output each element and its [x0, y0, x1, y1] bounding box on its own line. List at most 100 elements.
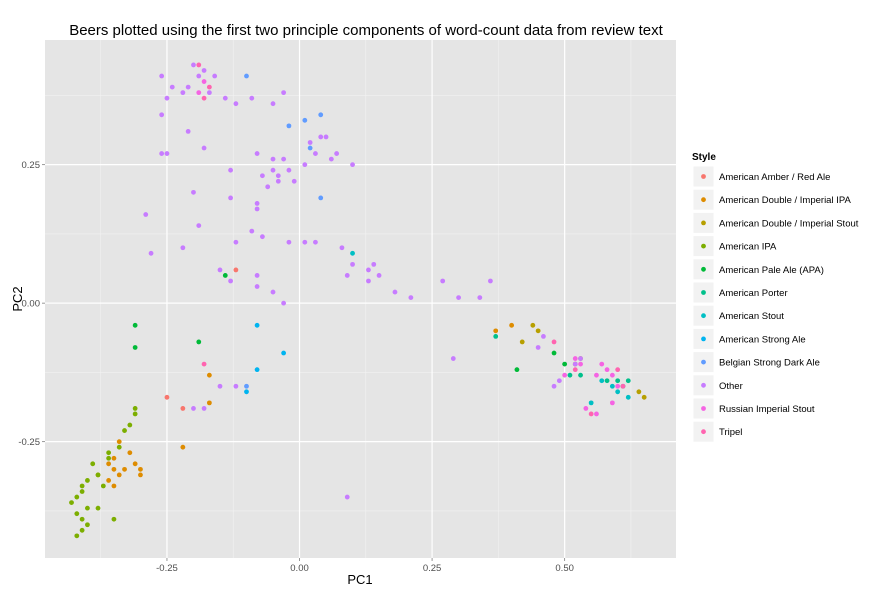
point-other	[148, 250, 154, 256]
point-american-double-imperial-ipa	[138, 466, 143, 472]
point-american-ipa	[74, 511, 80, 517]
point-american-pale-ale-apa	[132, 322, 138, 328]
point-other	[265, 184, 271, 190]
legend-swatch-american-strong-ale	[701, 336, 706, 342]
point-american-pale-ale-apa	[132, 345, 138, 350]
point-american-double-imperial-ipa	[132, 461, 138, 467]
legend-label-american-amber-red-ale: American Amber / Red Ale	[719, 172, 830, 183]
point-american-porter	[604, 378, 610, 384]
point-american-ipa	[85, 478, 90, 483]
point-other	[275, 173, 281, 179]
point-other	[286, 167, 292, 173]
point-russian-imperial-stout	[609, 372, 615, 378]
point-american-porter	[625, 378, 631, 384]
point-tripel	[201, 95, 207, 101]
point-american-ipa	[90, 461, 96, 467]
point-other	[254, 206, 260, 212]
point-other	[185, 129, 191, 134]
point-russian-imperial-stout	[599, 361, 605, 367]
point-american-ipa	[116, 444, 122, 450]
point-other	[191, 406, 196, 411]
point-american-pale-ale-apa	[196, 339, 202, 345]
point-other	[191, 62, 196, 68]
point-other	[254, 284, 260, 289]
point-other	[254, 151, 260, 156]
point-tripel	[201, 361, 207, 367]
point-american-double-imperial-ipa	[111, 483, 117, 489]
point-other	[313, 239, 318, 245]
point-american-porter	[567, 372, 573, 378]
point-other	[228, 195, 233, 201]
point-other	[456, 295, 461, 301]
legend-items: American Amber / Red Ale American Double …	[692, 165, 859, 443]
point-other	[180, 90, 186, 96]
point-american-ipa	[85, 505, 90, 511]
point-other	[169, 84, 175, 90]
point-other	[286, 239, 292, 245]
point-other	[254, 273, 260, 278]
point-other	[249, 228, 255, 234]
point-other	[578, 356, 583, 361]
point-tripel	[572, 367, 578, 373]
point-other	[260, 173, 265, 179]
point-american-double-imperial-ipa	[127, 450, 133, 456]
point-other	[551, 383, 557, 389]
point-american-pale-ale-apa	[562, 361, 568, 367]
y-tick-label: 0.25	[22, 160, 41, 171]
point-american-double-imperial-ipa	[138, 472, 143, 478]
x-tick-label: 0.50	[555, 563, 574, 574]
point-other	[572, 361, 578, 367]
point-russian-imperial-stout	[562, 372, 568, 378]
point-american-ipa	[85, 522, 90, 528]
point-other	[206, 90, 212, 96]
point-other	[159, 112, 165, 118]
point-other	[328, 156, 334, 162]
point-other	[217, 267, 223, 273]
point-other	[201, 145, 207, 151]
point-other	[366, 267, 371, 273]
point-american-double-imperial-ipa	[493, 328, 499, 334]
point-other	[344, 494, 350, 500]
point-other	[270, 289, 276, 295]
point-other	[307, 140, 313, 145]
legend-swatch-belgian-strong-dark-ale	[701, 359, 706, 365]
point-belgian-strong-dark-ale	[286, 123, 292, 129]
point-other	[291, 178, 297, 184]
point-russian-imperial-stout	[594, 411, 599, 417]
legend-label-belgian-strong-dark-ale: Belgian Strong Dark Ale	[719, 358, 820, 369]
point-other	[334, 151, 340, 156]
point-other	[185, 84, 191, 90]
point-american-ipa	[79, 483, 85, 489]
point-other	[233, 383, 239, 389]
point-other	[339, 245, 345, 251]
point-american-strong-ale	[281, 350, 287, 356]
point-tripel	[551, 339, 557, 345]
point-american-pale-ale-apa	[222, 273, 228, 278]
point-american-double-imperial-ipa	[111, 455, 117, 461]
legend-label-tripel: Tripel	[719, 427, 742, 438]
point-other	[408, 295, 414, 301]
point-belgian-strong-dark-ale	[302, 117, 308, 123]
point-belgian-strong-dark-ale	[318, 112, 324, 118]
point-other	[270, 156, 276, 162]
point-american-stout	[599, 378, 605, 384]
point-american-double-imperial-ipa	[116, 439, 122, 445]
point-american-amber-red-ale	[164, 394, 170, 400]
legend-swatch-american-double-imperial-ipa	[701, 197, 706, 203]
legend-swatch-american-ipa	[701, 243, 706, 249]
point-american-ipa	[106, 455, 112, 461]
point-american-ipa	[79, 516, 85, 522]
point-american-ipa	[106, 450, 112, 456]
point-other	[281, 156, 287, 162]
point-other	[201, 68, 207, 73]
point-belgian-strong-dark-ale	[244, 383, 249, 389]
point-other	[228, 278, 233, 284]
point-american-ipa	[74, 533, 80, 539]
legend-swatch-american-amber-red-ale	[701, 174, 706, 179]
point-other	[260, 234, 265, 240]
point-other	[376, 273, 382, 278]
point-american-double-imperial-stout	[535, 328, 541, 334]
point-other	[191, 189, 196, 195]
legend-swatch-american-double-imperial-stout	[701, 220, 706, 226]
